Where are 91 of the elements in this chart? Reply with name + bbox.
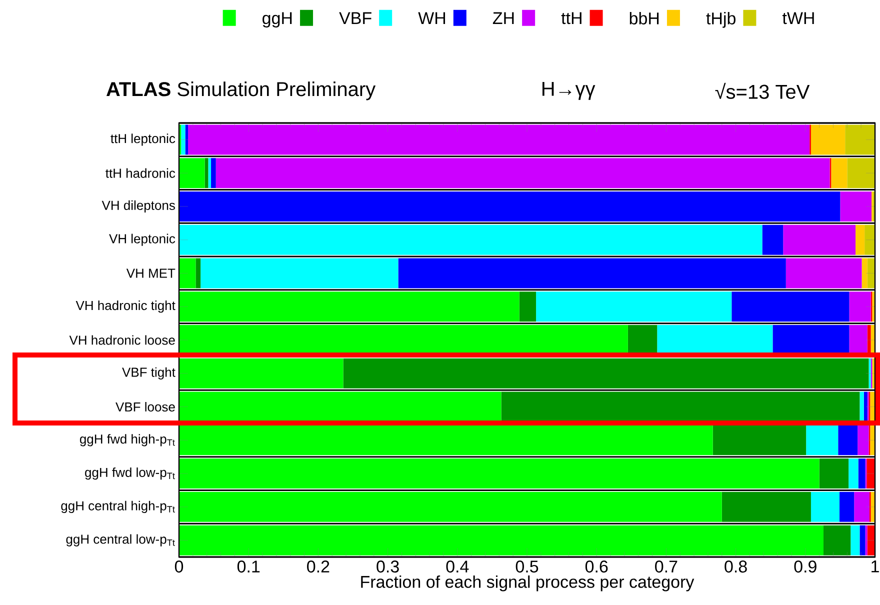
bar (179, 492, 722, 522)
bar (179, 258, 196, 288)
bar (858, 425, 869, 456)
y-tick-label: VH leptonic (109, 234, 176, 246)
x-tick-label: 0.2 (307, 560, 330, 573)
bar (179, 525, 824, 556)
y-tick-label: ggH central low-p$_{Tt}$ (66, 534, 175, 546)
bar (860, 392, 864, 422)
legend-label: ttH (561, 12, 582, 24)
y-tick-label: ttH leptonic (110, 134, 176, 146)
y-tick-label: VH hadronic loose (69, 335, 175, 345)
y-tick-label: ggH fwd high-p$_{Tt}$ (80, 434, 175, 446)
bar (398, 258, 786, 288)
bar (536, 292, 732, 322)
bar (732, 292, 850, 322)
bar (179, 224, 762, 255)
legend-label: bbH (630, 12, 659, 24)
y-tick-label: VH MET (126, 268, 176, 278)
bar (211, 158, 216, 188)
bar (845, 124, 876, 155)
y-tick-label: VH dileptons (102, 200, 175, 213)
bar (722, 492, 811, 522)
bar (783, 224, 856, 255)
legend-label: WH (418, 12, 446, 24)
bar (179, 458, 820, 489)
bar (850, 525, 860, 556)
x-tick-label: 0.1 (237, 560, 260, 573)
bar (806, 425, 838, 456)
bar (864, 392, 868, 422)
bar (179, 292, 520, 322)
bar (810, 492, 840, 522)
bar (849, 292, 871, 322)
x-tick-label: 0.8 (724, 560, 747, 573)
bar (179, 158, 205, 188)
legend-label: ggH (262, 12, 292, 28)
bar (856, 224, 865, 255)
bar (866, 458, 876, 489)
x-tick-label: 1 (872, 560, 879, 572)
chart-title: ATLAS Simulation Preliminary (106, 82, 376, 100)
x-tick-label: 0.4 (446, 560, 469, 573)
bar (824, 525, 851, 556)
y-tick-label: ggH central high-p$_{Tt}$ (61, 500, 175, 513)
x-axis-title: Fraction of each signal process per category (361, 575, 694, 592)
x-tick-label: 0.5 (516, 560, 538, 573)
y-tick-label: VBF tight (122, 367, 176, 380)
legend-label: tWH (782, 12, 814, 24)
x-tick-label: 0.9 (794, 560, 816, 573)
bar (179, 425, 713, 456)
bar (179, 358, 344, 388)
x-tick-label: 0.3 (376, 560, 399, 573)
bar (838, 425, 858, 456)
bar (196, 258, 201, 288)
y-tick-label: VBF loose (116, 402, 175, 412)
bar (179, 191, 840, 222)
bar (847, 158, 876, 188)
bar (860, 525, 866, 556)
bar (810, 124, 846, 155)
bar (216, 158, 830, 188)
bar (762, 224, 784, 255)
bar (200, 258, 398, 288)
y-tick-label: VH hadronic tight (76, 300, 176, 313)
bar (501, 392, 860, 422)
text: √s=13 TeV (715, 82, 810, 99)
legend-label: VBF (339, 12, 372, 24)
bar (858, 458, 866, 489)
bar (862, 258, 868, 288)
bar (208, 158, 212, 188)
legend-label: ZH (492, 12, 514, 24)
y-tick-label: ttH hadronic (106, 168, 176, 178)
x-tick-label: 0 (174, 560, 184, 573)
bar (181, 124, 186, 155)
bar (831, 158, 848, 188)
bar (519, 292, 536, 322)
bar (840, 191, 872, 222)
legend-label: tHjb (706, 12, 736, 28)
bar (712, 425, 806, 456)
bar (854, 492, 870, 522)
bar (179, 392, 502, 422)
bar (864, 224, 876, 255)
bar (343, 358, 869, 388)
x-tick-label: 0.7 (655, 560, 678, 573)
bar (786, 258, 862, 288)
bar (819, 458, 849, 489)
bar (188, 124, 810, 155)
x-tick-label: 0.6 (585, 560, 608, 573)
bar (867, 258, 876, 288)
bar (840, 492, 854, 522)
text: H→γγ (542, 82, 596, 100)
bar (848, 458, 858, 489)
y-tick-label: ggH fwd low-p$_{Tt}$ (85, 467, 175, 480)
bar (867, 525, 876, 556)
